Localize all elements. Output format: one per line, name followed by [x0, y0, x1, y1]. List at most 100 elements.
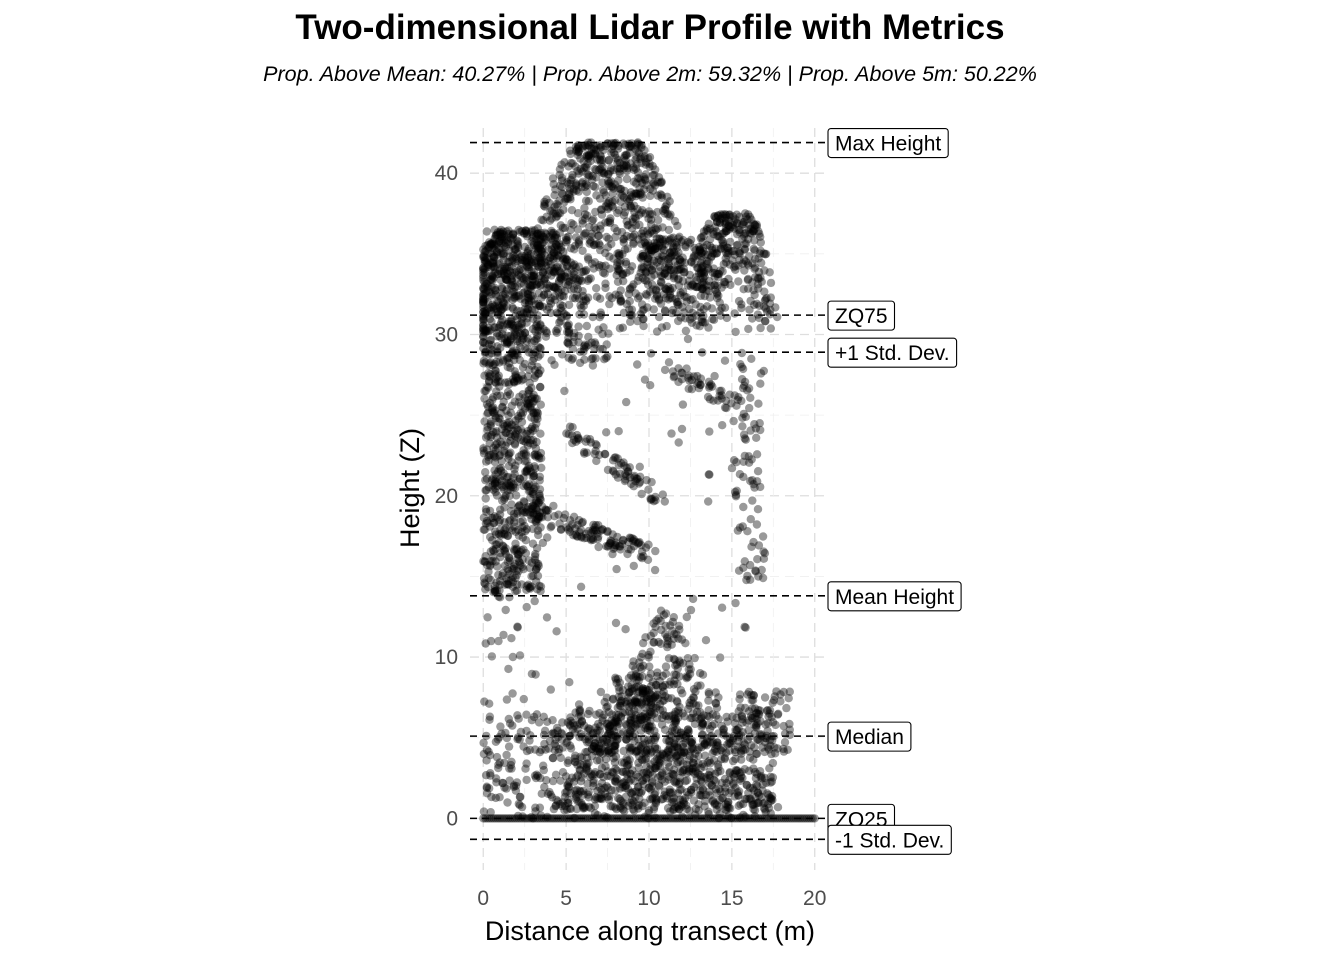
- data-point: [742, 794, 751, 803]
- data-point: [632, 770, 641, 779]
- data-point: [502, 750, 511, 760]
- data-point: [624, 673, 634, 683]
- data-point: [594, 263, 604, 272]
- data-point: [532, 710, 542, 719]
- data-point: [742, 781, 752, 790]
- reference-label: +1 Std. Dev.: [827, 337, 958, 368]
- data-point: [642, 276, 651, 285]
- data-point: [602, 813, 612, 822]
- data-point: [595, 770, 605, 779]
- data-point: [705, 470, 714, 479]
- data-point: [627, 789, 637, 798]
- data-point: [667, 727, 677, 736]
- data-point: [488, 346, 497, 355]
- data-point: [752, 714, 761, 724]
- data-point: [496, 437, 505, 446]
- data-point: [657, 754, 666, 763]
- data-point: [543, 789, 553, 798]
- data-point: [653, 749, 662, 758]
- data-point: [601, 762, 610, 771]
- data-point: [661, 630, 670, 639]
- data-point: [652, 681, 661, 690]
- data-point: [659, 610, 669, 620]
- data-point: [630, 208, 639, 217]
- data-point: [533, 585, 542, 594]
- data-point: [660, 365, 670, 375]
- data-point: [667, 429, 676, 438]
- data-point: [646, 647, 655, 656]
- data-point: [764, 799, 773, 809]
- data-point: [674, 805, 684, 814]
- data-point: [560, 806, 569, 815]
- data-point: [737, 749, 746, 758]
- data-point: [576, 760, 585, 769]
- data-point: [650, 802, 659, 812]
- data-point: [650, 693, 659, 702]
- data-point: [668, 723, 677, 732]
- data-point: [526, 731, 535, 740]
- data-point: [639, 232, 648, 241]
- data-point: [662, 794, 672, 803]
- data-point: [751, 567, 760, 576]
- data-point: [552, 795, 561, 805]
- data-point: [537, 215, 546, 224]
- data-point: [743, 386, 752, 395]
- data-point: [482, 783, 492, 792]
- data-point: [618, 686, 628, 695]
- data-point: [749, 800, 759, 809]
- data-point: [700, 772, 709, 782]
- data-point: [616, 803, 625, 813]
- data-point: [622, 761, 632, 770]
- data-point: [752, 749, 761, 758]
- data-point: [595, 726, 605, 736]
- data-point: [650, 709, 659, 718]
- data-point: [702, 737, 712, 746]
- data-point: [542, 613, 552, 622]
- data-point: [625, 769, 635, 778]
- data-point: [652, 701, 661, 711]
- data-point: [752, 520, 762, 529]
- data-point: [580, 802, 589, 811]
- data-point: [569, 777, 579, 786]
- data-point: [729, 814, 738, 823]
- data-point: [717, 303, 726, 313]
- data-point: [589, 778, 598, 787]
- data-point: [593, 814, 603, 823]
- data-point: [671, 753, 680, 762]
- data-point: [629, 657, 638, 666]
- data-point: [625, 702, 634, 711]
- data-point: [577, 798, 586, 807]
- data-point: [581, 748, 590, 757]
- data-point: [727, 813, 736, 823]
- data-point: [642, 696, 651, 705]
- data-point: [581, 265, 591, 275]
- data-point: [653, 668, 662, 677]
- data-point: [551, 801, 561, 810]
- data-point: [590, 795, 600, 804]
- data-point: [632, 720, 641, 729]
- data-point: [645, 726, 655, 736]
- data-point: [740, 229, 749, 239]
- data-point: [764, 814, 774, 823]
- data-point: [551, 742, 561, 751]
- data-point: [519, 742, 528, 751]
- data-point: [500, 758, 509, 768]
- data-point: [540, 726, 550, 735]
- data-point: [634, 758, 643, 767]
- data-point: [613, 722, 622, 731]
- data-point: [700, 802, 709, 811]
- data-point: [552, 627, 561, 636]
- data-point: [641, 749, 651, 758]
- data-point: [696, 763, 705, 773]
- data-point: [670, 726, 680, 735]
- data-point: [602, 719, 611, 729]
- data-point: [671, 778, 680, 787]
- data-point: [603, 767, 612, 776]
- data-point: [689, 754, 698, 763]
- data-point: [563, 780, 573, 789]
- data-point: [623, 729, 632, 738]
- data-point: [601, 755, 611, 764]
- data-point: [640, 185, 649, 194]
- data-point: [596, 794, 606, 803]
- data-point: [737, 220, 747, 229]
